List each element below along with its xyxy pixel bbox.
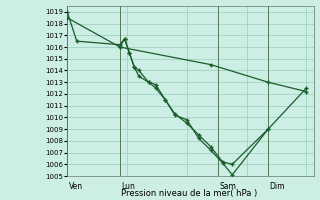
- Text: Sam: Sam: [220, 182, 236, 191]
- Text: Pression niveau de la mer( hPa ): Pression niveau de la mer( hPa ): [121, 189, 257, 198]
- Text: Lun: Lun: [121, 182, 135, 191]
- Text: Ven: Ven: [69, 182, 83, 191]
- Text: Dim: Dim: [270, 182, 285, 191]
